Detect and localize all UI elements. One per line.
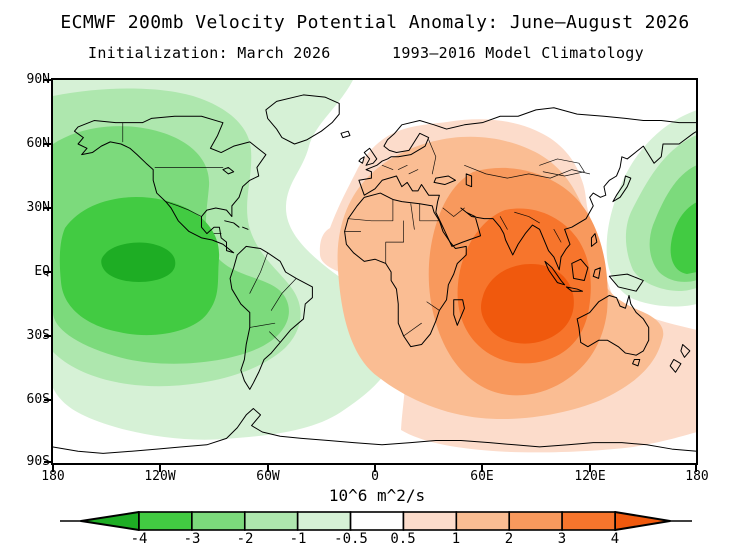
lat-label-30s: 30S [26, 328, 50, 343]
coastline-africa [345, 193, 467, 347]
colorbar-tick--4: -4 [130, 531, 148, 547]
borders-americas [123, 123, 297, 343]
lat-tick [44, 143, 52, 145]
coastline-british-isles [359, 148, 377, 165]
lat-label-eq: EQ [34, 264, 50, 279]
country-borders-layer [123, 123, 590, 343]
colorbar-units-label: 10^6 m^2/s [328, 486, 426, 505]
colorbar-cell [455, 511, 511, 531]
coastline-eurasia [359, 108, 697, 270]
contour-neg-4-core [101, 242, 176, 282]
borders-eurasia [382, 140, 590, 242]
lat-label-90n: 90N [26, 72, 50, 87]
colorbar-right-arrow [614, 511, 671, 531]
colorbar-tick-1: 1 [451, 531, 461, 547]
lat-tick [44, 207, 52, 209]
colorbar-tick--3: -3 [183, 531, 201, 547]
lat-tick [44, 79, 52, 81]
lon-label-120e: 120E [574, 469, 606, 484]
lon-tick [695, 464, 697, 472]
colorbar [60, 511, 692, 531]
chart-subtitle-climatology: 1993–2016 Model Climatology [392, 44, 644, 62]
contour-map-svg [53, 80, 697, 464]
world-map-plot-area [53, 80, 697, 464]
contour-neg-3-edge [670, 202, 697, 274]
colorbar-left-arrow [80, 511, 140, 531]
lon-tick [589, 464, 591, 472]
chart-title: ECMWF 200mb Velocity Potential Anomaly: … [60, 12, 690, 33]
colorbar-tick-3: 3 [557, 531, 567, 547]
colorbar-cell [138, 511, 193, 531]
lat-tick [44, 335, 52, 337]
lon-label-60w: 60W [256, 469, 280, 484]
lat-label-60s: 60S [26, 392, 50, 407]
lon-label-180w: 180 [41, 469, 65, 484]
colorbar-tick-4: 4 [610, 531, 620, 547]
borders-africa [345, 199, 440, 336]
colorbar-cell [243, 511, 299, 531]
coastline-iceland [341, 131, 350, 137]
contour-pos-4-core [481, 264, 574, 344]
coastline-madagascar [454, 300, 465, 326]
colorbar-cell [561, 511, 616, 531]
lon-tick [159, 464, 161, 472]
lon-label-0: 0 [371, 469, 379, 484]
coastline-japan [613, 176, 631, 202]
lon-tick [481, 464, 483, 472]
coastlines-layer [53, 95, 697, 453]
lon-tick [374, 464, 376, 472]
lat-label-90s: 90S [26, 454, 50, 469]
colorbar-cell [402, 511, 458, 531]
lat-label-30n: 30N [26, 200, 50, 215]
negative-anomaly-contours-pacific [53, 80, 396, 440]
colorbar-tick--2: -2 [236, 531, 254, 547]
colorbar-cell [191, 511, 246, 531]
colorbar-tick-0.5: 0.5 [390, 531, 416, 547]
colorbar-cell [349, 511, 405, 531]
lon-label-60e: 60E [470, 469, 494, 484]
lat-label-60n: 60N [26, 136, 50, 151]
lon-tick [267, 464, 269, 472]
coastline-maritime-continent [545, 234, 643, 292]
lake-outlines [223, 167, 472, 186]
colorbar-tick--1: -1 [289, 531, 307, 547]
lon-label-180e: 180 [685, 469, 709, 484]
colorbar-cell [508, 511, 563, 531]
colorbar-cell [296, 511, 352, 531]
coastline-south-america [230, 246, 312, 389]
coastline-antarctica [53, 409, 697, 454]
coastline-greenland [266, 95, 339, 144]
lon-tick [52, 464, 54, 472]
lat-tick [44, 271, 52, 273]
chart-subtitle-initialization: Initialization: March 2026 [88, 44, 331, 62]
positive-anomaly-contours-indian-ocean [319, 119, 697, 453]
negative-anomaly-contours-west-pacific-edge [606, 110, 697, 307]
coastline-australia [577, 295, 649, 365]
lon-label-120w: 120W [144, 469, 176, 484]
lat-tick [44, 461, 52, 463]
colorbar-tick-2: 2 [504, 531, 514, 547]
lat-tick [44, 399, 52, 401]
coastline-caribbean-islands [225, 221, 248, 230]
colorbar-tick--0.5: -0.5 [334, 531, 368, 547]
coastline-new-zealand [670, 345, 690, 373]
coastline-north-america [74, 116, 265, 253]
colorbar-cells [138, 511, 616, 531]
